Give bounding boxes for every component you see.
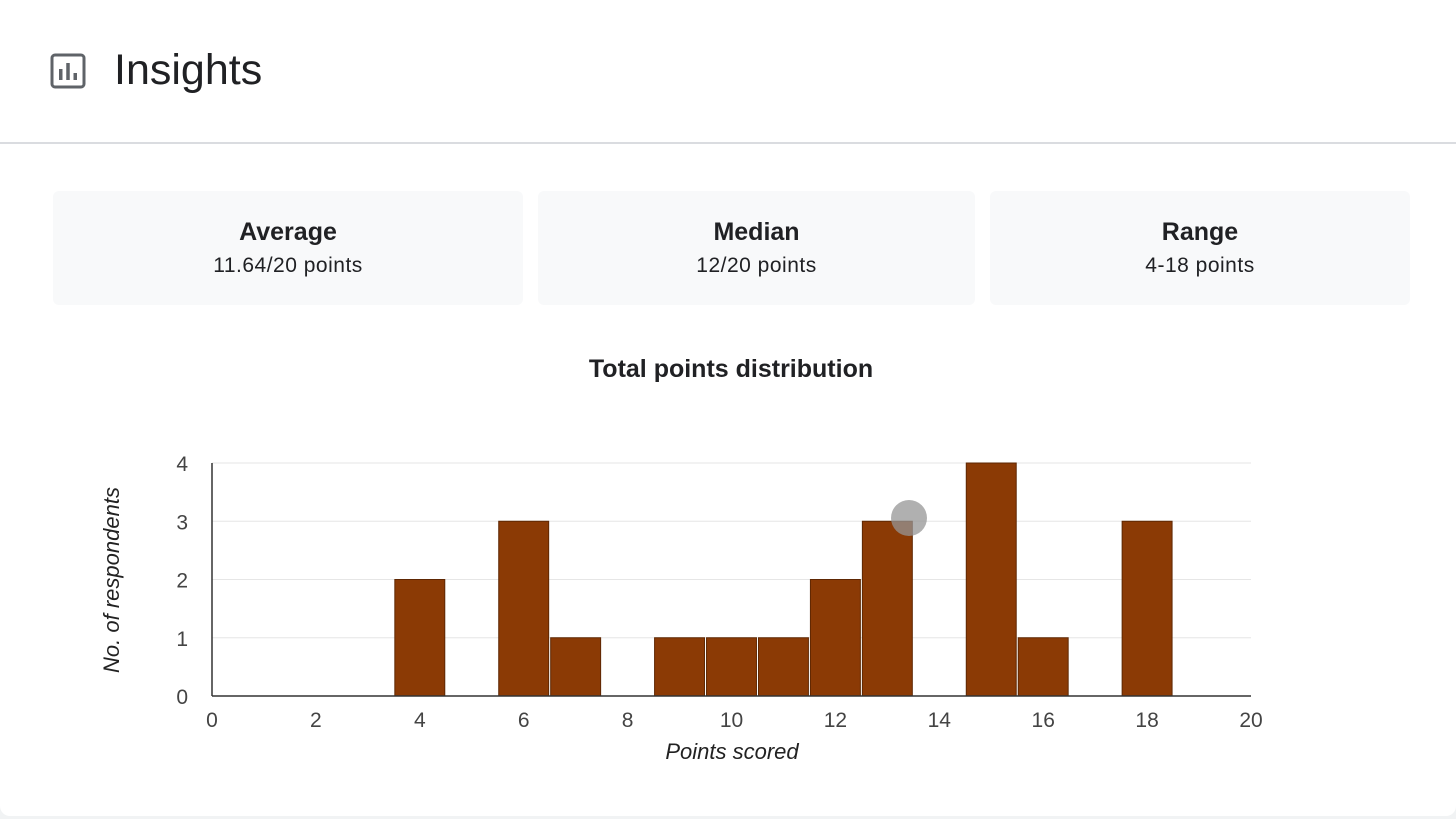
average-value: 11.64/20 points — [213, 254, 363, 277]
x-tick-label: 6 — [518, 709, 530, 732]
histogram-bar — [757, 637, 809, 697]
x-tick-label: 16 — [1032, 709, 1055, 732]
y-tick-label: 3 — [176, 511, 188, 534]
histogram-bar — [498, 520, 550, 697]
histogram-bar — [394, 579, 446, 697]
x-axis-title: Points scored — [665, 739, 799, 764]
histogram-bar — [1017, 637, 1069, 697]
median-value: 12/20 points — [696, 254, 817, 277]
histogram-bar — [965, 462, 1017, 697]
mouse-cursor-indicator — [891, 500, 927, 536]
histogram-bar — [809, 579, 861, 697]
chart-title: Total points distribution — [588, 355, 874, 383]
y-tick-label: 2 — [176, 570, 188, 593]
bar-chart-icon — [50, 53, 86, 89]
histogram-bar — [654, 637, 706, 697]
y-tick-label: 0 — [176, 686, 188, 709]
x-tick-label: 8 — [622, 709, 634, 732]
x-tick-label: 18 — [1135, 709, 1158, 732]
average-label: Average — [239, 218, 337, 246]
median-label: Median — [713, 218, 800, 246]
y-tick-label: 1 — [176, 628, 188, 651]
x-tick-label: 2 — [310, 709, 322, 732]
x-tick-label: 0 — [206, 709, 218, 732]
average-stat-card: Average 11.64/20 points — [53, 191, 523, 305]
histogram-bar — [861, 520, 913, 697]
median-stat-card: Median 12/20 points — [538, 191, 975, 305]
range-label: Range — [1161, 218, 1239, 246]
x-tick-label: 14 — [928, 709, 952, 732]
histogram-bar — [706, 637, 757, 697]
insights-header: Insights — [0, 0, 1456, 144]
range-value: 4-18 points — [1145, 254, 1255, 277]
x-tick-label: 20 — [1239, 709, 1262, 732]
y-tick-label: 4 — [176, 453, 188, 476]
y-axis-title: No. of respondents — [99, 487, 124, 673]
page-title: Insights — [114, 46, 263, 94]
histogram-bar — [1121, 520, 1173, 697]
range-stat-card: Range 4-18 points — [990, 191, 1410, 305]
x-tick-label: 12 — [824, 709, 847, 732]
histogram-bar — [550, 637, 602, 697]
x-tick-label: 4 — [414, 709, 426, 732]
x-tick-label: 10 — [720, 709, 743, 732]
